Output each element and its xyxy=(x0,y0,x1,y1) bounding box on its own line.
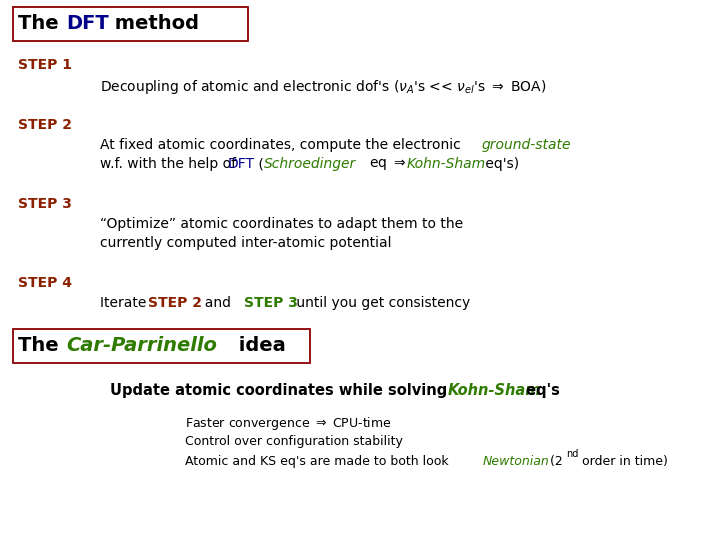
Text: The: The xyxy=(18,336,66,355)
Text: w.f. with the help of: w.f. with the help of xyxy=(100,157,240,171)
Text: Kohn-Sham: Kohn-Sham xyxy=(448,383,541,398)
Text: Newtonian: Newtonian xyxy=(483,455,550,468)
Text: Schroedinger: Schroedinger xyxy=(264,157,356,171)
Text: “Optimize” atomic coordinates to adapt them to the: “Optimize” atomic coordinates to adapt t… xyxy=(100,217,463,231)
Text: STEP 3: STEP 3 xyxy=(18,197,72,211)
Text: nd: nd xyxy=(566,449,578,459)
Text: method: method xyxy=(108,14,199,33)
Text: STEP 4: STEP 4 xyxy=(18,276,72,290)
Text: idea: idea xyxy=(232,336,286,355)
Text: Decoupling of atomic and electronic dof's ($\nu_A$'s << $\nu_{el}$'s $\Rightarro: Decoupling of atomic and electronic dof'… xyxy=(100,78,546,96)
Text: STEP 2: STEP 2 xyxy=(18,118,72,132)
Text: Kohn-Sham: Kohn-Sham xyxy=(407,157,486,171)
Text: currently computed inter-atomic potential: currently computed inter-atomic potentia… xyxy=(100,236,392,250)
Text: STEP 1: STEP 1 xyxy=(18,58,72,72)
Text: Iterate: Iterate xyxy=(100,296,150,310)
Text: eq $\Rightarrow$: eq $\Rightarrow$ xyxy=(365,157,410,172)
Text: STEP 2: STEP 2 xyxy=(148,296,202,310)
Text: and: and xyxy=(196,296,235,310)
Text: Car-Parrinello: Car-Parrinello xyxy=(66,336,217,355)
FancyBboxPatch shape xyxy=(13,7,248,41)
Text: Faster convergence $\Rightarrow$ CPU-time: Faster convergence $\Rightarrow$ CPU-tim… xyxy=(185,415,392,432)
Text: DFT: DFT xyxy=(228,157,255,171)
Text: Update atomic coordinates while solving: Update atomic coordinates while solving xyxy=(110,383,452,398)
Text: The: The xyxy=(18,14,66,33)
Text: ground-state: ground-state xyxy=(482,138,572,152)
Text: order in time): order in time) xyxy=(578,455,668,468)
Text: STEP 3: STEP 3 xyxy=(244,296,298,310)
Text: Control over configuration stability: Control over configuration stability xyxy=(185,435,403,448)
Text: DFT: DFT xyxy=(66,14,109,33)
Text: (: ( xyxy=(254,157,264,171)
Text: Atomic and KS eq's are made to both look: Atomic and KS eq's are made to both look xyxy=(185,455,453,468)
Text: (2: (2 xyxy=(546,455,563,468)
Text: eq's): eq's) xyxy=(481,157,519,171)
Text: eq's: eq's xyxy=(521,383,560,398)
Text: until you get consistency: until you get consistency xyxy=(292,296,470,310)
Text: At fixed atomic coordinates, compute the electronic: At fixed atomic coordinates, compute the… xyxy=(100,138,465,152)
FancyBboxPatch shape xyxy=(13,329,310,363)
